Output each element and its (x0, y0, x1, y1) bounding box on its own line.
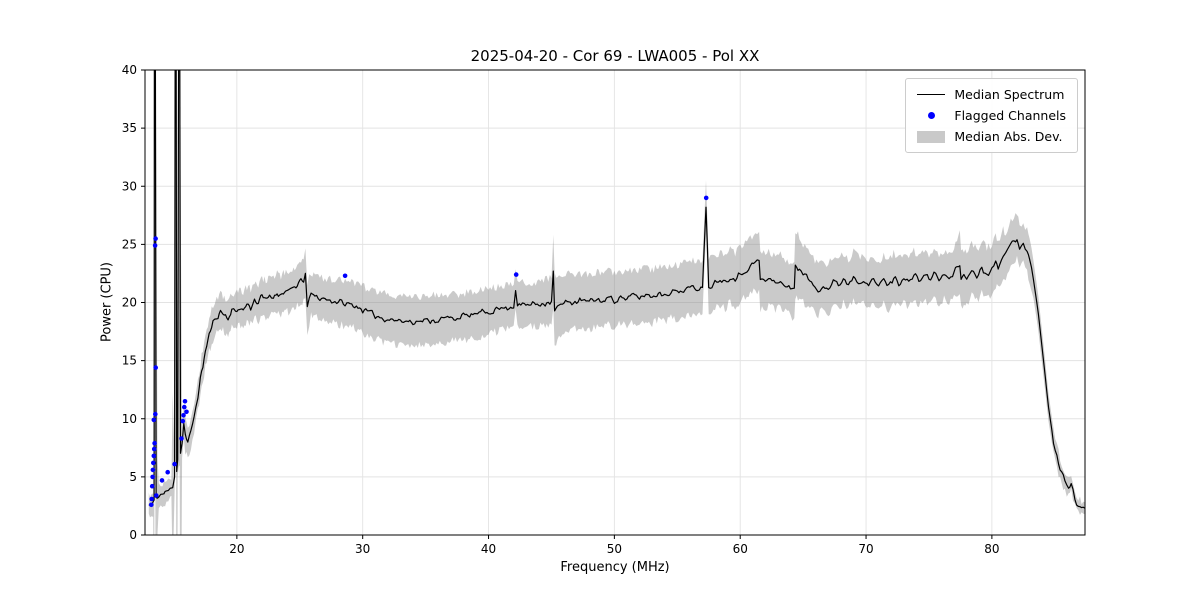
legend-label: Flagged Channels (954, 108, 1066, 123)
svg-text:15: 15 (122, 354, 137, 368)
svg-text:5: 5 (129, 470, 137, 484)
legend-entry-median-abs-dev: Median Abs. Dev. (917, 129, 1066, 144)
legend-label: Median Spectrum (954, 87, 1065, 102)
band-swatch-icon (917, 130, 946, 143)
legend: Median Spectrum Flagged Channels Median … (905, 78, 1078, 153)
svg-text:80: 80 (984, 542, 999, 556)
svg-text:60: 60 (733, 542, 748, 556)
svg-text:40: 40 (481, 542, 496, 556)
svg-text:20: 20 (122, 296, 137, 310)
legend-entry-flagged-channels: Flagged Channels (917, 108, 1066, 123)
svg-text:70: 70 (858, 542, 873, 556)
x-axis-label: Frequency (MHz) (560, 560, 670, 575)
svg-text:10: 10 (122, 412, 137, 426)
legend-label: Median Abs. Dev. (954, 129, 1063, 144)
dot-swatch-icon (917, 112, 945, 119)
svg-text:35: 35 (122, 121, 137, 135)
svg-text:25: 25 (122, 237, 137, 251)
svg-text:30: 30 (355, 542, 370, 556)
svg-text:20: 20 (229, 542, 244, 556)
line-swatch-icon (917, 94, 946, 95)
svg-text:0: 0 (129, 528, 137, 542)
svg-text:30: 30 (122, 179, 137, 193)
chart-title: 2025-04-20 - Cor 69 - LWA005 - Pol XX (470, 47, 760, 65)
svg-text:50: 50 (607, 542, 622, 556)
legend-entry-median-spectrum: Median Spectrum (917, 87, 1066, 102)
svg-text:40: 40 (122, 63, 137, 77)
